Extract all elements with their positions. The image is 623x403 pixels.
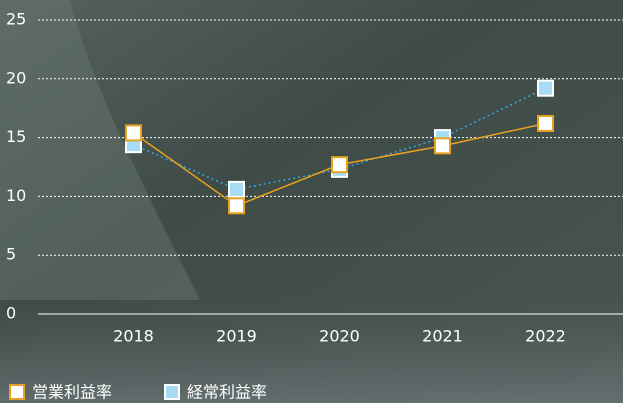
y-tick-label: 0 [6,304,16,323]
y-tick-label: 15 [6,127,26,146]
y-tick-label: 10 [6,186,26,205]
data-point [125,124,142,142]
legend-marker [164,384,180,400]
legend-label: 営業利益率 [32,383,112,402]
data-point [228,180,245,198]
data-point [331,156,348,174]
x-tick-label: 2022 [525,327,566,346]
x-tick-label: 2018 [113,327,154,346]
x-tick-label: 2019 [216,327,257,346]
legend-marker [9,384,25,400]
data-point [537,114,554,132]
legend-label: 経常利益率 [187,383,267,402]
data-point [434,137,451,155]
y-tick-label: 5 [6,245,16,264]
y-tick-label: 20 [6,68,26,87]
data-point [537,79,554,97]
x-tick-label: 2020 [319,327,360,346]
rock-shape [0,0,200,300]
data-point [228,197,245,215]
rock-shape [0,300,623,403]
x-tick-label: 2021 [422,327,463,346]
y-tick-label: 25 [6,10,26,29]
